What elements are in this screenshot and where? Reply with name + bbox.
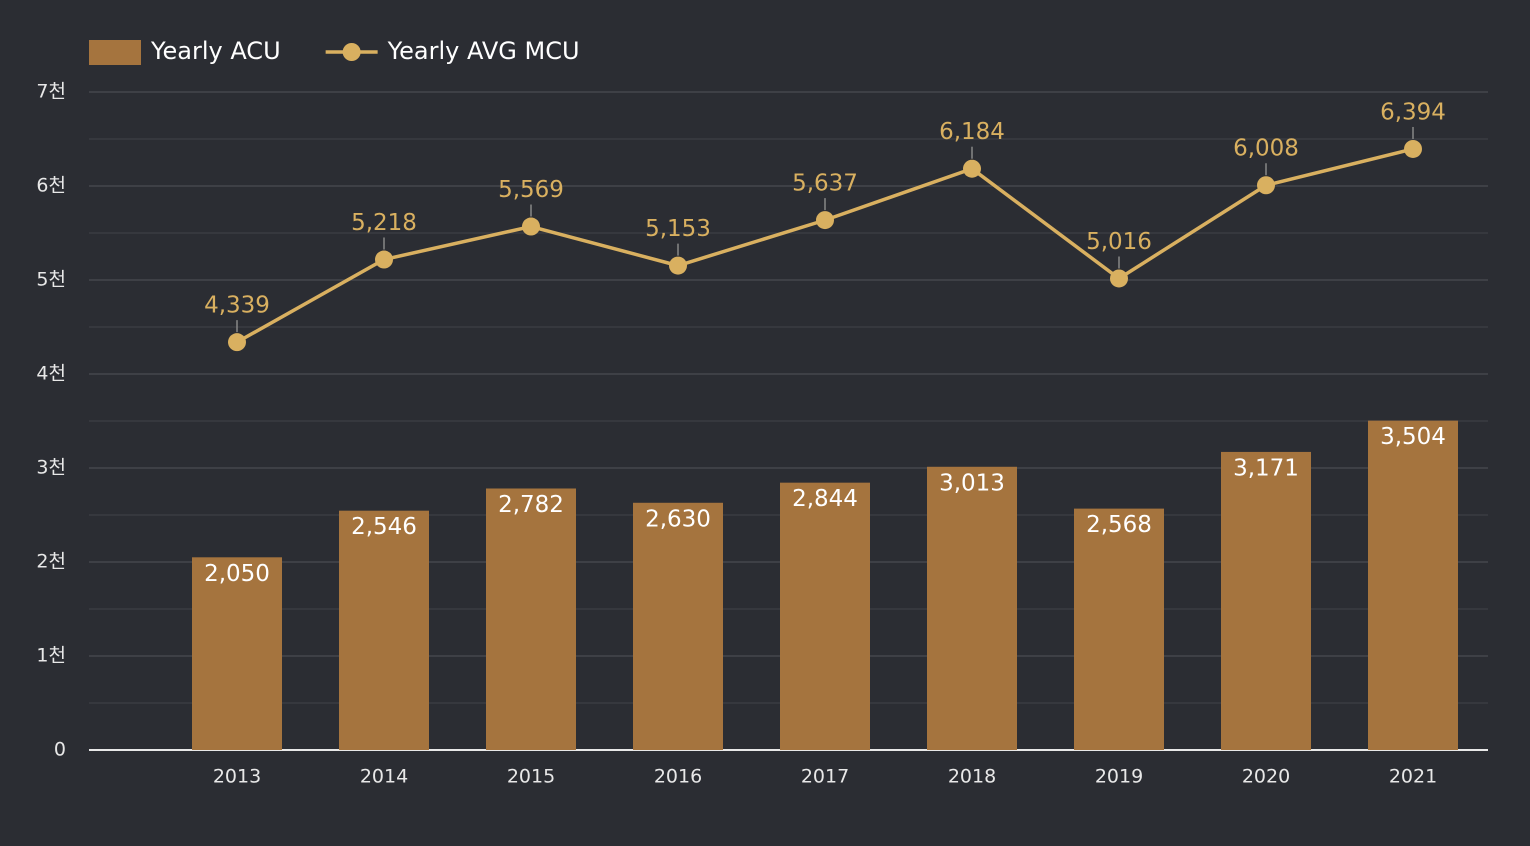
bar-value-label: 2,782	[498, 492, 564, 518]
y-tick-label: 0	[54, 739, 66, 761]
bar	[633, 502, 723, 750]
bar-value-label: 2,630	[645, 506, 711, 532]
x-tick-label: 2019	[1095, 766, 1143, 788]
y-tick-label: 1천	[36, 645, 66, 667]
point-value-label: 5,218	[351, 210, 417, 236]
x-tick-label: 2017	[801, 766, 849, 788]
point	[669, 256, 687, 275]
y-tick-label: 4천	[36, 363, 66, 385]
x-tick-label: 2014	[360, 766, 408, 788]
bar-value-label: 2,050	[204, 561, 270, 587]
y-tick-label: 7천	[36, 81, 66, 103]
point	[816, 211, 834, 230]
point	[228, 333, 246, 352]
bar	[927, 466, 1017, 750]
legend-swatch	[89, 40, 141, 65]
bar	[339, 510, 429, 750]
legend-label: Yearly AVG MCU	[387, 37, 580, 65]
point	[1110, 269, 1128, 288]
point	[1404, 139, 1422, 158]
point	[1257, 176, 1275, 195]
y-tick-label: 6천	[36, 175, 66, 197]
x-tick-label: 2020	[1242, 766, 1290, 788]
x-tick-label: 2015	[507, 766, 555, 788]
point-value-label: 6,184	[939, 119, 1005, 145]
point-value-label: 5,153	[645, 216, 711, 242]
point	[522, 217, 540, 236]
bar-value-label: 2,568	[1086, 512, 1152, 538]
bar-value-label: 2,546	[351, 514, 417, 540]
bar	[1368, 420, 1458, 750]
x-tick-label: 2016	[654, 766, 702, 788]
legend-label: Yearly ACU	[150, 37, 281, 65]
point	[963, 159, 981, 178]
x-tick-label: 2013	[213, 766, 261, 788]
bar	[780, 482, 870, 750]
point-value-label: 5,637	[792, 171, 858, 197]
point-value-label: 4,339	[204, 293, 270, 319]
bar-value-label: 2,844	[792, 486, 858, 512]
y-tick-label: 2천	[36, 551, 66, 573]
bar-value-label: 3,504	[1380, 424, 1446, 450]
x-tick-label: 2018	[948, 766, 996, 788]
legend-swatch-point	[342, 43, 361, 61]
point-value-label: 6,008	[1233, 136, 1299, 162]
point-value-label: 5,016	[1086, 229, 1152, 255]
point	[375, 250, 393, 269]
y-tick-label: 3천	[36, 457, 66, 479]
bar	[192, 557, 282, 750]
x-tick-label: 2021	[1389, 766, 1437, 788]
point-value-label: 6,394	[1380, 99, 1446, 125]
bar-value-label: 3,171	[1233, 455, 1299, 481]
bar	[1221, 451, 1311, 750]
y-tick-label: 5천	[36, 269, 66, 291]
point-value-label: 5,569	[498, 177, 564, 203]
bar	[1074, 508, 1164, 750]
bar	[486, 488, 576, 750]
bar-value-label: 3,013	[939, 470, 1005, 496]
